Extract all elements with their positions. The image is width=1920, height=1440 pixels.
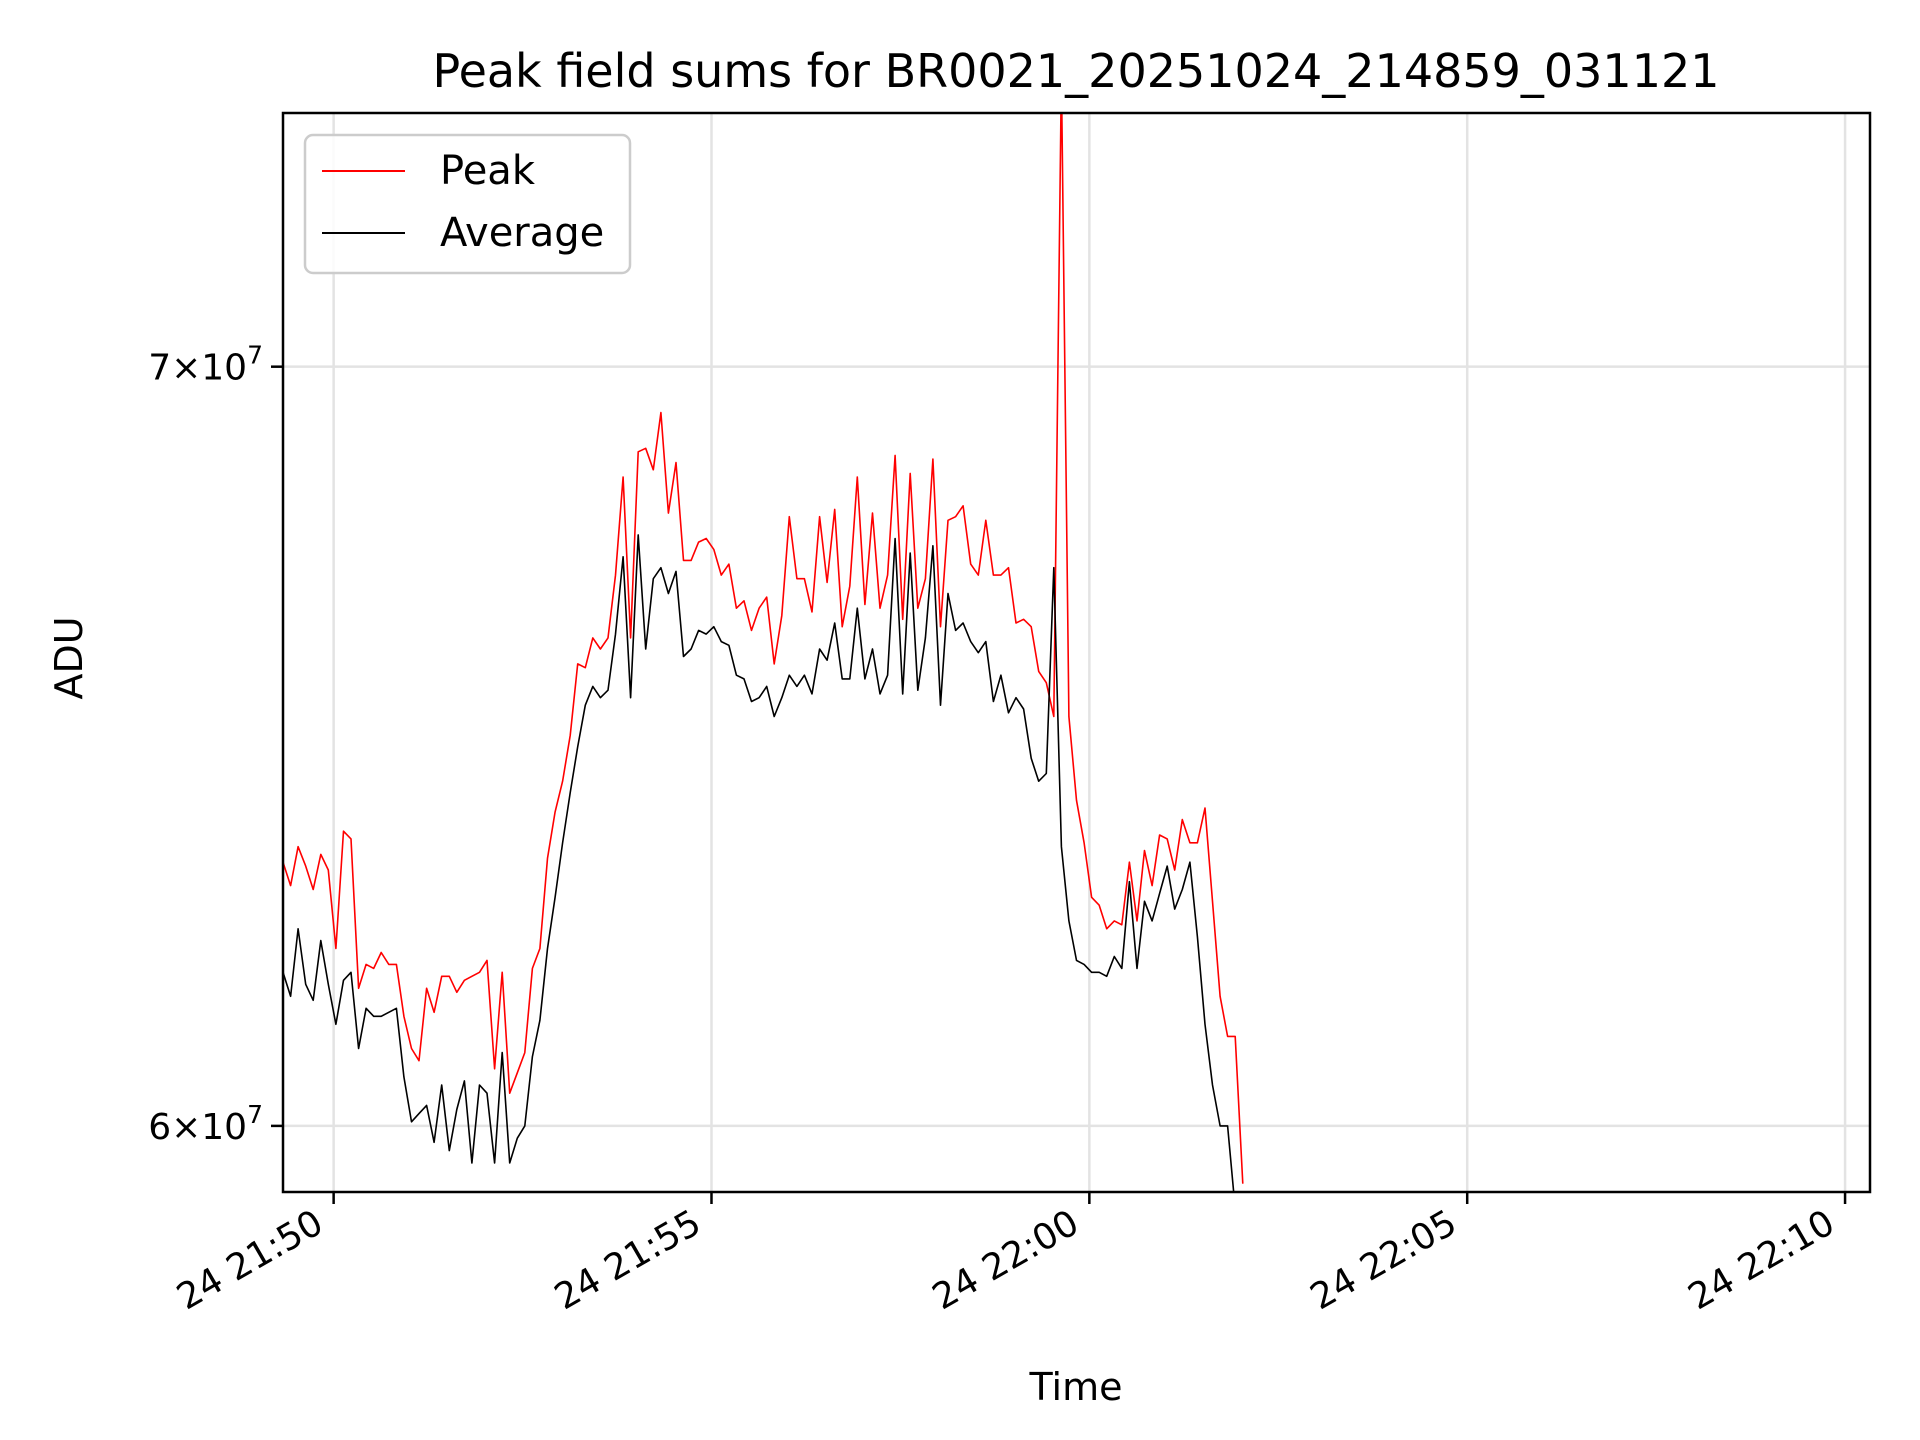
grid bbox=[283, 113, 1870, 1192]
legend: Peak Average bbox=[303, 133, 632, 275]
chart-title: Peak field sums for BR0021_20251024_2148… bbox=[432, 44, 1719, 98]
x-axis-label: Time bbox=[1029, 1365, 1123, 1409]
plot-frame bbox=[281, 111, 1872, 1194]
plot-area bbox=[283, 113, 1244, 1192]
legend-box bbox=[303, 133, 632, 275]
legend-peak-label: Peak bbox=[440, 148, 536, 194]
series-line-average bbox=[283, 534, 1235, 1192]
series-line-peak bbox=[283, 113, 1244, 1184]
y-axis-label: ADU bbox=[47, 616, 91, 699]
legend-average-label: Average bbox=[440, 210, 604, 256]
y-tick-label: 6×107 bbox=[148, 1100, 263, 1148]
y-tick-label: 7×107 bbox=[148, 341, 263, 389]
